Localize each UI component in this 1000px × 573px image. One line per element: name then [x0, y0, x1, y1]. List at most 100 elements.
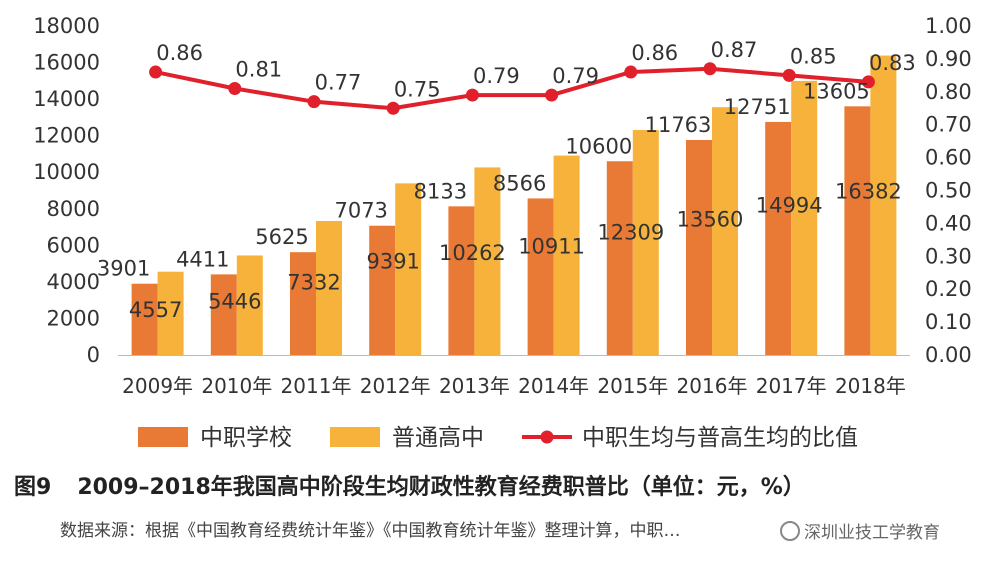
- ratio-value-label: 0.85: [790, 44, 837, 68]
- right-axis-tick-label: 0.10: [925, 310, 972, 334]
- x-axis-tick-label: 2012年: [360, 374, 431, 398]
- legend-swatch-putong: [330, 427, 380, 447]
- ratio-value-label: 0.79: [552, 64, 599, 88]
- data-source-note: 数据来源：根据《中国教育经费统计年鉴》《中国教育统计年鉴》整理计算，中职…: [60, 521, 681, 541]
- left-axis-tick-label: 6000: [47, 233, 100, 257]
- x-axis-tick-label: 2017年: [756, 374, 827, 398]
- bar-zhongzhi-value-label: 5625: [255, 225, 308, 249]
- ratio-value-label: 0.79: [473, 64, 520, 88]
- bar-putong-value-label: 4557: [129, 298, 182, 322]
- x-axis-tick-label: 2016年: [677, 374, 748, 398]
- bar-zhongzhi-value-label: 10600: [565, 134, 632, 158]
- left-axis-tick-label: 8000: [47, 197, 100, 221]
- ratio-value-label: 0.75: [394, 77, 441, 101]
- left-axis-tick-label: 10000: [33, 160, 100, 184]
- ratio-value-label: 0.86: [156, 41, 203, 65]
- bar-putong: [474, 167, 501, 355]
- watermark-text: 深圳业技工学教育: [804, 523, 940, 543]
- data-labels-layer: 3901 4557 4411 5446 5625 7332 7073 9391 8133 1026…: [97, 38, 916, 322]
- right-axis: 0.00 0.10 0.20 0.30 0.40 0.50 0.60 0.70 0.80 0.90…: [925, 14, 972, 367]
- bar-putong: [632, 130, 659, 355]
- ratio-point: [624, 65, 638, 79]
- ratio-point: [465, 88, 479, 102]
- right-axis-tick-label: 0.80: [925, 80, 972, 104]
- left-axis-tick-label: 2000: [47, 306, 100, 330]
- ratio-point: [861, 75, 875, 89]
- legend: 中职学校 普通高中 中职生均与普高生均的比值: [138, 425, 858, 451]
- left-axis-tick-label: 14000: [33, 87, 100, 111]
- ratio-line-layer: [149, 62, 875, 115]
- bar-zhongzhi-value-label: 8133: [414, 179, 467, 203]
- right-axis-tick-label: 0.90: [925, 47, 972, 71]
- legend-marker-ratio: [540, 430, 554, 444]
- bar-putong-value-label: 14994: [756, 193, 823, 217]
- right-axis-tick-label: 0.40: [925, 211, 972, 235]
- bar-zhongzhi: [844, 106, 871, 355]
- ratio-value-label: 0.86: [631, 41, 678, 65]
- ratio-line: [155, 66, 869, 111]
- ratio-value-label: 0.77: [315, 71, 362, 95]
- x-axis: 2009年 2010年 2011年 2012年 2013年 2014年 2015年 2016年…: [118, 355, 910, 398]
- bar-putong-value-label: 7332: [287, 270, 340, 294]
- ratio-point: [545, 88, 559, 102]
- ratio-point: [782, 68, 796, 82]
- figure-caption: 图9 2009–2018年我国高中阶段生均财政性教育经费职普比（单位：元，%）: [14, 469, 805, 501]
- bar-zhongzhi-value-label: 12751: [724, 95, 791, 119]
- ratio-point: [307, 95, 321, 109]
- ratio-value-label: 0.87: [711, 38, 758, 62]
- bar-zhongzhi: [448, 206, 475, 355]
- bar-putong: [553, 155, 580, 355]
- left-axis: 0 2000 4000 6000 8000 10000 12000 14000 16000 180…: [33, 14, 100, 367]
- chart: 0 2000 4000 6000 8000 10000 12000 14000 16000 180…: [33, 14, 972, 451]
- bar-putong: [791, 80, 818, 356]
- legend-label-ratio: 中职生均与普高生均的比值: [582, 425, 858, 451]
- bar-putong: [316, 220, 342, 355]
- ratio-value-label: 0.81: [235, 58, 282, 82]
- figure-title: 2009–2018年我国高中阶段生均财政性教育经费职普比（单位：元，%）: [77, 475, 805, 500]
- bar-zhongzhi-value-label: 3901: [97, 257, 150, 281]
- bar-zhongzhi-value-label: 4411: [176, 247, 229, 271]
- bar-putong: [395, 183, 422, 355]
- bar-putong-value-label: 9391: [366, 250, 419, 274]
- ratio-point: [703, 62, 717, 76]
- ratio-point: [386, 101, 400, 115]
- right-axis-tick-label: 0.20: [925, 277, 972, 301]
- bar-putong-value-label: 13560: [677, 208, 744, 232]
- bar-zhongzhi: [686, 139, 712, 355]
- bar-zhongzhi: [369, 225, 396, 355]
- bar-zhongzhi: [606, 161, 633, 355]
- x-axis-tick-label: 2014年: [518, 374, 589, 398]
- left-axis-tick-label: 12000: [33, 124, 100, 148]
- watermark-logo-icon: [780, 520, 800, 541]
- right-axis-tick-label: 0.60: [925, 146, 972, 170]
- left-axis-tick-label: 16000: [33, 51, 100, 75]
- bar-zhongzhi-value-label: 7073: [334, 199, 387, 223]
- ratio-value-label: 0.83: [869, 51, 916, 75]
- ratio-point: [149, 65, 163, 79]
- legend-label-putong: 普通高中: [392, 425, 484, 451]
- bar-zhongzhi: [290, 252, 316, 355]
- right-axis-tick-label: 0.30: [925, 244, 972, 268]
- bar-putong-value-label: 10911: [518, 234, 585, 258]
- bar-zhongzhi-value-label: 11763: [645, 113, 712, 137]
- x-axis-tick-label: 2013年: [439, 374, 510, 398]
- x-axis-tick-label: 2009年: [122, 374, 193, 398]
- x-axis-tick-label: 2015年: [597, 374, 668, 398]
- ratio-point: [228, 82, 242, 96]
- bar-zhongzhi: [765, 121, 792, 355]
- bar-zhongzhi-value-label: 13605: [803, 79, 870, 103]
- left-axis-tick-label: 0: [87, 343, 100, 367]
- right-axis-tick-label: 1.00: [925, 14, 972, 38]
- left-axis-tick-label: 4000: [47, 270, 100, 294]
- left-axis-tick-label: 18000: [33, 14, 100, 38]
- bar-zhongzhi-value-label: 8566: [493, 171, 546, 195]
- legend-label-zhongzhi: 中职学校: [200, 425, 292, 451]
- right-axis-tick-label: 0.50: [925, 179, 972, 203]
- bar-putong-value-label: 16382: [835, 179, 902, 203]
- figure-number: 图9: [14, 475, 52, 500]
- x-axis-tick-label: 2010年: [201, 374, 272, 398]
- bars-layer: [131, 55, 897, 356]
- bar-putong-value-label: 10262: [439, 241, 506, 265]
- legend-swatch-zhongzhi: [138, 427, 188, 447]
- bar-putong: [236, 255, 263, 355]
